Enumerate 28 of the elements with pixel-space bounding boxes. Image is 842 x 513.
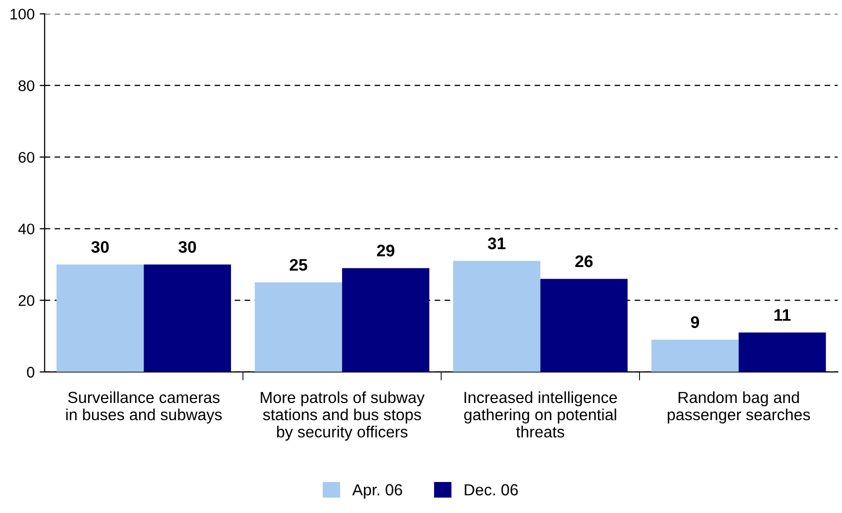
data-label: 11 [774, 309, 791, 321]
data-label: 29 [376, 244, 394, 256]
data-label: 30 [91, 241, 109, 253]
y-tick-label: 80 [18, 80, 34, 92]
bar [540, 278, 628, 372]
data-label: 9 [690, 316, 700, 328]
bar [144, 264, 232, 372]
y-tick-label: 40 [18, 224, 34, 234]
legend-label: Dec. 06 [464, 484, 518, 496]
bar [651, 340, 739, 372]
bar [56, 264, 144, 372]
y-tick-label: 60 [18, 152, 34, 163]
bar [342, 268, 430, 372]
bar [738, 332, 826, 372]
x-tick-label: More patrols of subway stations and bus stops by security officers [260, 391, 425, 441]
x-tick-label: Increased intelligence gathering on potential threats [464, 391, 617, 438]
data-label: 30 [178, 241, 196, 253]
bar [254, 282, 342, 372]
y-tick-label: 0 [27, 366, 34, 378]
legend-label: Apr. 06 [352, 484, 402, 499]
data-label: 31 [488, 237, 506, 250]
x-tick-label: Random bag and passenger searches [668, 391, 810, 424]
x-tick-label: Surveillance cameras in buses and subways [66, 391, 222, 424]
y-tick-label: 100 [10, 8, 34, 20]
data-label: 26 [575, 255, 593, 268]
y-tick-label: 20 [18, 295, 34, 306]
bar [453, 260, 540, 372]
data-label: 25 [290, 258, 308, 271]
